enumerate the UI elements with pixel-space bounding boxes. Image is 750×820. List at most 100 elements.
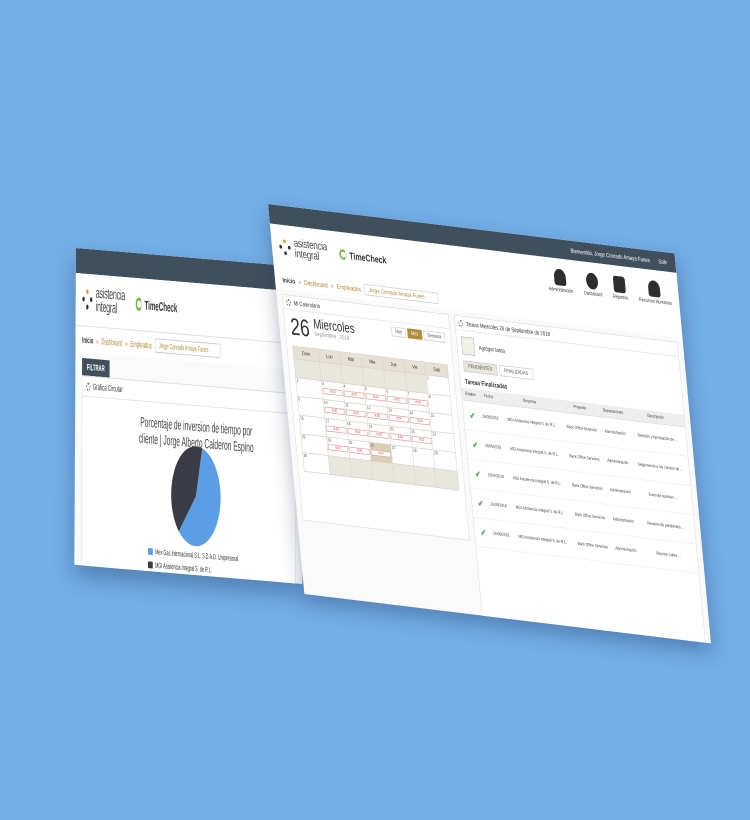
day-number: 24 xyxy=(327,438,332,444)
nav-label: Administración xyxy=(548,286,574,295)
day-number: 15 xyxy=(430,413,435,419)
app-name: TimeCheck xyxy=(348,249,387,266)
day-number: 7 xyxy=(407,392,410,397)
day-number: 21 xyxy=(411,429,416,435)
calendar-event[interactable]: 8:00 xyxy=(347,427,369,437)
calendar-event[interactable]: 8:00 xyxy=(390,433,411,442)
calendar-event[interactable]: 8:00 xyxy=(324,406,345,415)
calendar-view-buttons: Hoy Mes Semana xyxy=(391,326,446,343)
day-number: 5 xyxy=(365,387,368,392)
calendar-event[interactable]: 8:00 xyxy=(386,395,408,405)
app-brand: TimeCheck xyxy=(135,297,177,315)
calendar-day[interactable] xyxy=(434,468,459,491)
main-content: Mi Calendario 26 Miercoles Septiembre , … xyxy=(276,289,711,644)
calendar-event[interactable]: 8:00 xyxy=(367,411,388,421)
app-brand: TimeCheck xyxy=(338,248,387,266)
table-cell: Back Office Servicios xyxy=(571,528,614,563)
calendar-day[interactable] xyxy=(392,463,416,485)
nav-label: Recursos Humanos xyxy=(638,297,673,307)
back-screen: asistencia integral TimeCheck Inicio » D… xyxy=(74,248,304,584)
tasks-panel: Tareas Miercoles 26 de Septiembre de 201… xyxy=(453,314,706,644)
day-number: 26 xyxy=(370,443,375,449)
nav-recursos-humanos[interactable]: Recursos Humanos xyxy=(637,278,672,306)
calendar-event[interactable]: 8:00 xyxy=(322,387,343,397)
breadcrumb-dashboard[interactable]: Dashboard xyxy=(101,336,123,348)
calendar-event[interactable]: 8:00 xyxy=(349,446,370,456)
breadcrumb-employees[interactable]: Empleados xyxy=(130,338,152,350)
day-number: 28 xyxy=(412,448,417,454)
logo: asistencia integral xyxy=(82,285,125,317)
legend-swatch xyxy=(147,561,153,569)
calendar-day[interactable] xyxy=(349,458,373,480)
day-number: 26 xyxy=(289,312,311,342)
front-screen: Bienvenido, Jorge Conrado Amaya Funes Sa… xyxy=(268,204,711,644)
day-number: 23 xyxy=(301,434,306,440)
day-number: 18 xyxy=(346,421,351,427)
nav-administracion[interactable]: Administración xyxy=(547,268,574,295)
calendar-day[interactable]: 30 xyxy=(302,452,330,475)
tasks-table: Estatus Fecha Empresa Proyecto Departamento D… xyxy=(461,387,699,574)
calendar-event[interactable]: 8:00 xyxy=(369,430,390,439)
legend-swatch xyxy=(148,547,153,556)
day-number: 1 xyxy=(427,376,430,381)
breadcrumb-home[interactable]: Inicio xyxy=(282,275,296,285)
calendar-event[interactable]: 8:00 xyxy=(326,425,347,434)
breadcrumb-home[interactable]: Inicio xyxy=(82,334,94,346)
table-cell: 26/09/2018 xyxy=(483,460,508,493)
employee-select[interactable]: Jorge Conrado Amaya Funes xyxy=(154,338,221,359)
calendar-event[interactable]: 8:00 xyxy=(327,444,349,453)
day-number: 19 xyxy=(368,424,373,430)
reports-icon xyxy=(612,275,627,294)
calendar-event[interactable]: 8:00 xyxy=(408,398,429,407)
gear-icon[interactable] xyxy=(86,381,91,391)
calendar-day[interactable] xyxy=(413,466,437,488)
breadcrumb-dashboard[interactable]: Dashboard xyxy=(303,278,329,289)
day-number: 6 xyxy=(386,389,389,395)
table-cell: Administración xyxy=(610,533,642,567)
person-icon xyxy=(553,268,567,287)
calendar-day[interactable] xyxy=(371,460,395,483)
day-number: 17 xyxy=(325,419,330,425)
calendar-day[interactable] xyxy=(328,455,352,477)
calendar-event[interactable]: 8:00 xyxy=(345,409,367,418)
day-number: 4 xyxy=(343,384,346,390)
table-cell: Administración xyxy=(605,475,636,508)
month-button[interactable]: Mes xyxy=(406,328,423,340)
day-number: 11 xyxy=(345,403,349,409)
day-number: 16 xyxy=(299,416,304,422)
nav-label: Reportes xyxy=(612,294,629,302)
table-cell: 26/09/2018 xyxy=(489,518,514,551)
logout-link[interactable]: Salir xyxy=(658,257,668,266)
day-number: 8 xyxy=(428,394,431,400)
clock-icon xyxy=(338,248,348,261)
pie-slice-1[interactable] xyxy=(178,446,221,548)
calendar-event[interactable]: 8:00 xyxy=(365,393,386,402)
nav-reportes[interactable]: Reportes xyxy=(611,275,629,302)
nav-label: Dashboard xyxy=(583,290,603,299)
calendar-event[interactable]: 8:00 xyxy=(409,416,431,426)
nav-dashboard[interactable]: Dashboard xyxy=(582,272,603,298)
add-task-icon xyxy=(460,336,476,356)
day-number: 27 xyxy=(391,445,396,451)
app-name: TimeCheck xyxy=(144,297,178,315)
week-button[interactable]: Semana xyxy=(423,330,446,343)
day-number: 29 xyxy=(434,451,439,457)
calendar-panel: Mi Calendario 26 Miercoles Septiembre , … xyxy=(281,293,470,541)
day-number: 20 xyxy=(389,427,394,433)
panel-title: Gráfica Circular xyxy=(92,381,123,395)
breadcrumb-employees[interactable]: Empleados xyxy=(336,282,362,293)
calendar-event[interactable]: 8:00 xyxy=(343,390,365,399)
table-cell: 26/09/2018 xyxy=(486,489,511,522)
table-cell: Administración xyxy=(608,504,639,538)
day-number: 2 xyxy=(296,378,299,384)
table-cell: 26/09/2018 xyxy=(478,401,503,434)
day-number: 10 xyxy=(323,400,328,406)
today-button[interactable]: Hoy xyxy=(391,326,407,338)
calendar-event[interactable]: 8:00 xyxy=(411,435,432,445)
pie-slice-2[interactable] xyxy=(171,444,203,533)
day-number: 30 xyxy=(303,453,308,459)
calendar-event[interactable]: 8:00 xyxy=(388,414,409,423)
table-cell: 26/09/2018 xyxy=(481,431,506,464)
calendar-event[interactable]: 8:00 xyxy=(370,449,392,458)
day-number: 22 xyxy=(432,432,437,438)
